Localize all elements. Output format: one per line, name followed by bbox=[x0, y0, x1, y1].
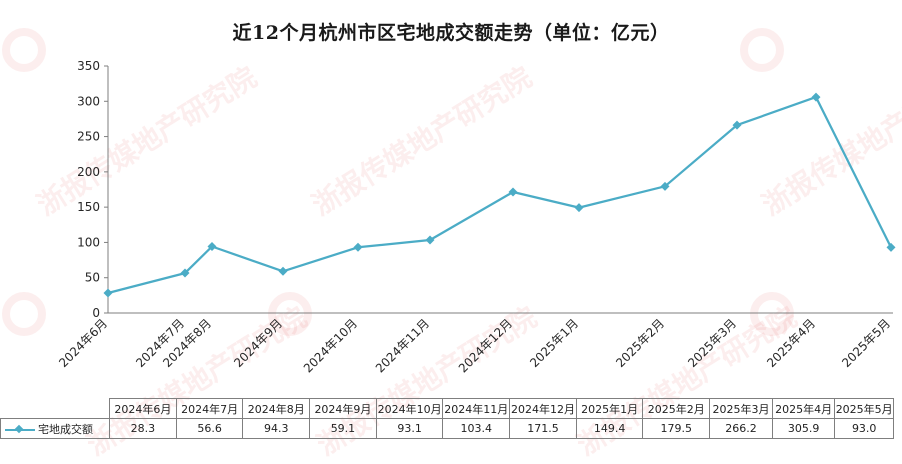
table-series-cell: 宅地成交额 bbox=[0, 418, 111, 439]
table-value-cell: 94.3 bbox=[242, 418, 311, 439]
x-tick-label: 2024年10月 bbox=[301, 316, 360, 375]
table-header-cell: 2024年10月 bbox=[375, 398, 444, 419]
table-header-cell: 2025年5月 bbox=[834, 398, 894, 419]
x-tick-label: 2024年11月 bbox=[373, 316, 432, 375]
y-tick-label: 0 bbox=[92, 306, 100, 320]
data-point bbox=[574, 203, 584, 213]
watermark-logo bbox=[2, 292, 46, 336]
y-tick-label: 100 bbox=[77, 235, 100, 249]
data-point bbox=[425, 235, 435, 245]
data-point bbox=[180, 268, 190, 278]
table-header-row: 2024年6月 2024年7月 2024年8月 2024年9月 2024年10月 2024… bbox=[0, 398, 894, 419]
y-tick-label: 300 bbox=[77, 94, 100, 108]
data-point bbox=[886, 242, 896, 252]
legend-line-marker-icon bbox=[5, 425, 35, 435]
x-tick-label: 2024年9月 bbox=[231, 316, 285, 370]
watermark-logo bbox=[750, 292, 794, 336]
table-header-cell: 2024年6月 bbox=[109, 398, 177, 419]
x-tick-label: 2025年3月 bbox=[685, 316, 739, 370]
table-header-cell: 2024年11月 bbox=[442, 398, 511, 419]
table-header-cell: 2025年4月 bbox=[771, 398, 836, 419]
x-tick-label: 2025年1月 bbox=[527, 316, 581, 370]
table-header-cell: 2024年7月 bbox=[175, 398, 244, 419]
x-tick-label: 2024年12月 bbox=[456, 316, 515, 375]
table-value-cell: 93.0 bbox=[834, 418, 894, 439]
table-header-cell: 2024年8月 bbox=[242, 398, 311, 419]
table-header-cell: 2025年1月 bbox=[575, 398, 644, 419]
table-header-cell: 2024年12月 bbox=[509, 398, 577, 419]
table-value-cell: 56.6 bbox=[175, 418, 244, 439]
x-tick-label: 2024年6月 bbox=[56, 316, 110, 370]
x-tick-label: 2025年4月 bbox=[764, 316, 818, 370]
data-table: 2024年6月 2024年7月 2024年8月 2024年9月 2024年10月 2024… bbox=[0, 398, 894, 439]
watermark-logo bbox=[2, 28, 46, 72]
y-tick-label: 350 bbox=[77, 59, 100, 73]
table-value-cell: 59.1 bbox=[309, 418, 377, 439]
table-value-cell: 103.4 bbox=[442, 418, 511, 439]
table-row: 宅地成交额 28.3 56.6 94.3 59.1 93.1 103.4 171.5 149.… bbox=[0, 418, 894, 439]
data-point bbox=[103, 288, 113, 298]
table-header-cell: 2024年9月 bbox=[309, 398, 377, 419]
watermark-logo bbox=[740, 28, 784, 72]
data-point bbox=[660, 181, 670, 191]
y-tick-label: 200 bbox=[77, 165, 100, 179]
x-tick-label: 2025年2月 bbox=[613, 316, 667, 370]
series-line bbox=[107, 95, 893, 295]
table-value-cell: 93.1 bbox=[375, 418, 444, 439]
table-value-cell: 171.5 bbox=[509, 418, 577, 439]
table-value-cell: 28.3 bbox=[109, 418, 177, 439]
y-tick-label: 50 bbox=[85, 271, 100, 285]
table-value-cell: 179.5 bbox=[642, 418, 711, 439]
table-value-cell: 266.2 bbox=[709, 418, 773, 439]
y-tick-label: 250 bbox=[77, 130, 100, 144]
series-name: 宅地成交额 bbox=[38, 422, 93, 436]
y-tick-label: 150 bbox=[77, 200, 100, 214]
data-point bbox=[353, 242, 363, 252]
data-point bbox=[508, 187, 518, 197]
watermark-logo bbox=[268, 292, 312, 336]
table-header-cell: 2025年2月 bbox=[642, 398, 711, 419]
data-point bbox=[732, 120, 742, 130]
table-corner-cell bbox=[0, 398, 111, 419]
data-point bbox=[207, 241, 217, 251]
data-point bbox=[811, 92, 821, 102]
x-tick-label: 2025年5月 bbox=[839, 316, 893, 370]
table-value-cell: 149.4 bbox=[575, 418, 644, 439]
chart-title: 近12个月杭州市区宅地成交额走势（单位：亿元） bbox=[232, 22, 670, 44]
table-value-cell: 305.9 bbox=[771, 418, 836, 439]
table-header-cell: 2025年3月 bbox=[709, 398, 773, 419]
data-point bbox=[278, 266, 288, 276]
